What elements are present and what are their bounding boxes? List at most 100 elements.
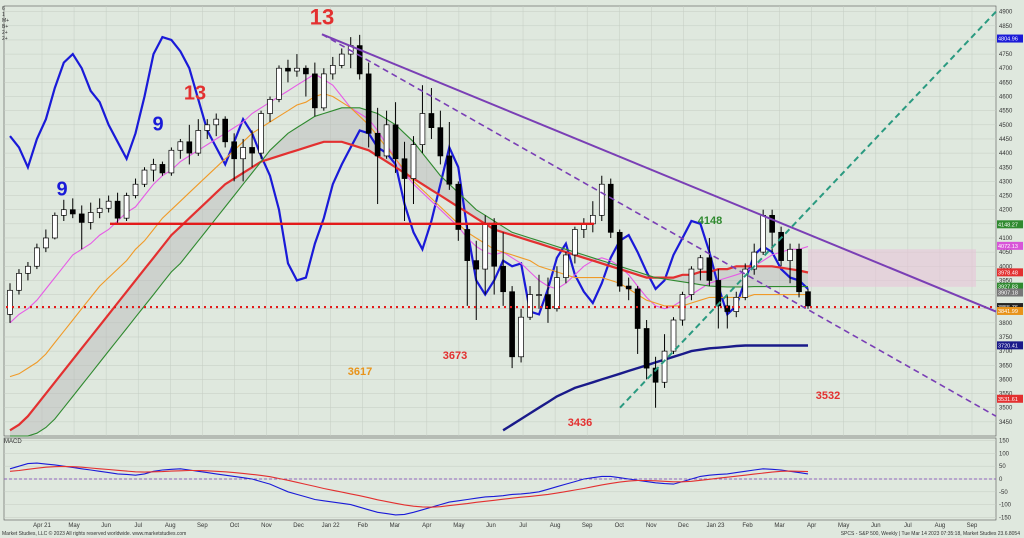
chart-overlay: 4804.96 4148.27 4072.13 3978.48 3927.833907.…	[2, 4, 1023, 429]
candle-body	[500, 265, 506, 293]
candle-body	[267, 99, 273, 114]
x-tick-label: Jun	[101, 523, 111, 529]
x-tick-label: May	[68, 523, 79, 529]
x-tick-label: Aug	[935, 523, 946, 529]
candle-body	[141, 169, 148, 185]
candle-body	[150, 164, 157, 171]
price-panel: Apr 21 May Jun Jul Aug Sep Oct Nov Dec Jan 22 Feb M…	[3, 5, 1013, 529]
y-tick-label: 4550	[999, 109, 1013, 115]
candle-body	[446, 155, 453, 185]
x-tick-label: Nov	[261, 523, 272, 529]
y-tick-label: 4900	[999, 10, 1013, 16]
candle-body	[123, 195, 130, 219]
chart-annotation: 4148	[698, 215, 722, 227]
macd-label: MACD	[4, 439, 22, 445]
candle-body	[78, 213, 85, 223]
indicator-line	[9, 35, 809, 317]
candle-body	[43, 237, 49, 249]
candle-body	[294, 67, 300, 72]
macd-panel: 150 100 50 0 -50 -100 -150	[3, 437, 1012, 521]
x-tick-label: Oct	[230, 523, 240, 529]
candle-body	[60, 209, 67, 216]
x-tick-label: Sep	[582, 523, 593, 529]
candle-body	[536, 294, 542, 296]
chart-annotation: 13	[310, 4, 334, 29]
x-tick-label: Jan 23	[706, 523, 725, 529]
candle-body	[428, 113, 435, 128]
x-tick-label: Apr	[422, 523, 431, 529]
corner-label: B+	[2, 24, 8, 30]
candle-body	[751, 251, 758, 270]
candle-body	[114, 200, 121, 219]
price-tag	[997, 34, 1023, 43]
candle-body	[545, 294, 551, 310]
candle-body	[697, 257, 704, 270]
candle-body	[374, 132, 381, 157]
candle-body	[670, 319, 677, 352]
candle-body	[338, 53, 345, 66]
candle-body	[401, 158, 408, 179]
y-tick-label: 3650	[999, 363, 1013, 369]
macd-tick-label: -150	[999, 515, 1012, 521]
x-tick-label: Oct	[615, 523, 625, 529]
y-tick-label: 4100	[999, 236, 1013, 242]
macd-line	[9, 465, 809, 508]
candle-body	[96, 207, 103, 213]
candle-body	[34, 247, 40, 267]
candle-body	[437, 127, 444, 157]
y-tick-label: 4850	[999, 24, 1013, 30]
uptrend-line-dashed	[619, 10, 997, 409]
candle-body	[321, 73, 327, 109]
cloud-shading	[10, 107, 808, 436]
corner-label: 2+	[2, 36, 8, 42]
x-tick-label: Nov	[646, 523, 657, 529]
candle-body	[186, 141, 193, 154]
price-tag	[997, 341, 1023, 350]
x-tick-label: May	[453, 523, 464, 529]
x-tick-label: Dec	[678, 523, 689, 529]
candle-body	[760, 214, 766, 253]
y-tick-label: 4500	[999, 123, 1013, 129]
candle-body	[356, 45, 363, 75]
candle-body	[285, 67, 291, 72]
instrument-label: SPCS - S&P 500, Weekly | Tue Mar 14 2023…	[841, 531, 1020, 537]
price-tag	[997, 306, 1023, 315]
x-tick-label: Sep	[967, 523, 978, 529]
candle-body	[643, 328, 650, 369]
price-tag-text: 3907.18	[998, 291, 1018, 297]
candle-body	[805, 291, 811, 307]
x-tick-label: Mar	[390, 523, 400, 529]
candle-body	[464, 229, 471, 261]
chart-annotation: 9	[56, 179, 67, 201]
y-tick-label: 4450	[999, 137, 1013, 143]
price-tag-text: 3841.99	[998, 309, 1018, 315]
price-tag-text: 3927.83	[998, 285, 1018, 291]
macd-line	[9, 462, 809, 516]
x-tick-label: Jul	[519, 523, 527, 529]
candle-body	[69, 209, 76, 215]
x-tick-label: Feb	[358, 523, 369, 529]
x-tick-label: Feb	[742, 523, 753, 529]
candle-body	[787, 248, 793, 261]
candle-body	[715, 280, 722, 307]
indicator-line	[9, 73, 809, 324]
x-tick-label: Mar	[774, 523, 784, 529]
candle-body	[572, 229, 578, 256]
candle-body	[742, 268, 749, 298]
macd-tick-label: -100	[999, 503, 1012, 509]
price-tag	[997, 282, 1023, 291]
candle-body	[688, 268, 695, 295]
y-tick-label: 3800	[999, 321, 1013, 327]
y-tick-label: 4000	[999, 264, 1013, 270]
macd-tick-label: 100	[999, 451, 1010, 457]
chart-annotation: 3436	[568, 417, 592, 429]
y-tick-label: 4200	[999, 208, 1013, 214]
candle-body	[231, 141, 237, 160]
candle-body	[616, 231, 623, 287]
candle-body	[392, 124, 399, 160]
candle-body	[240, 147, 246, 160]
price-tag-text: 3720.41	[998, 343, 1018, 349]
candle-body	[365, 73, 372, 134]
candle-body	[87, 212, 94, 223]
